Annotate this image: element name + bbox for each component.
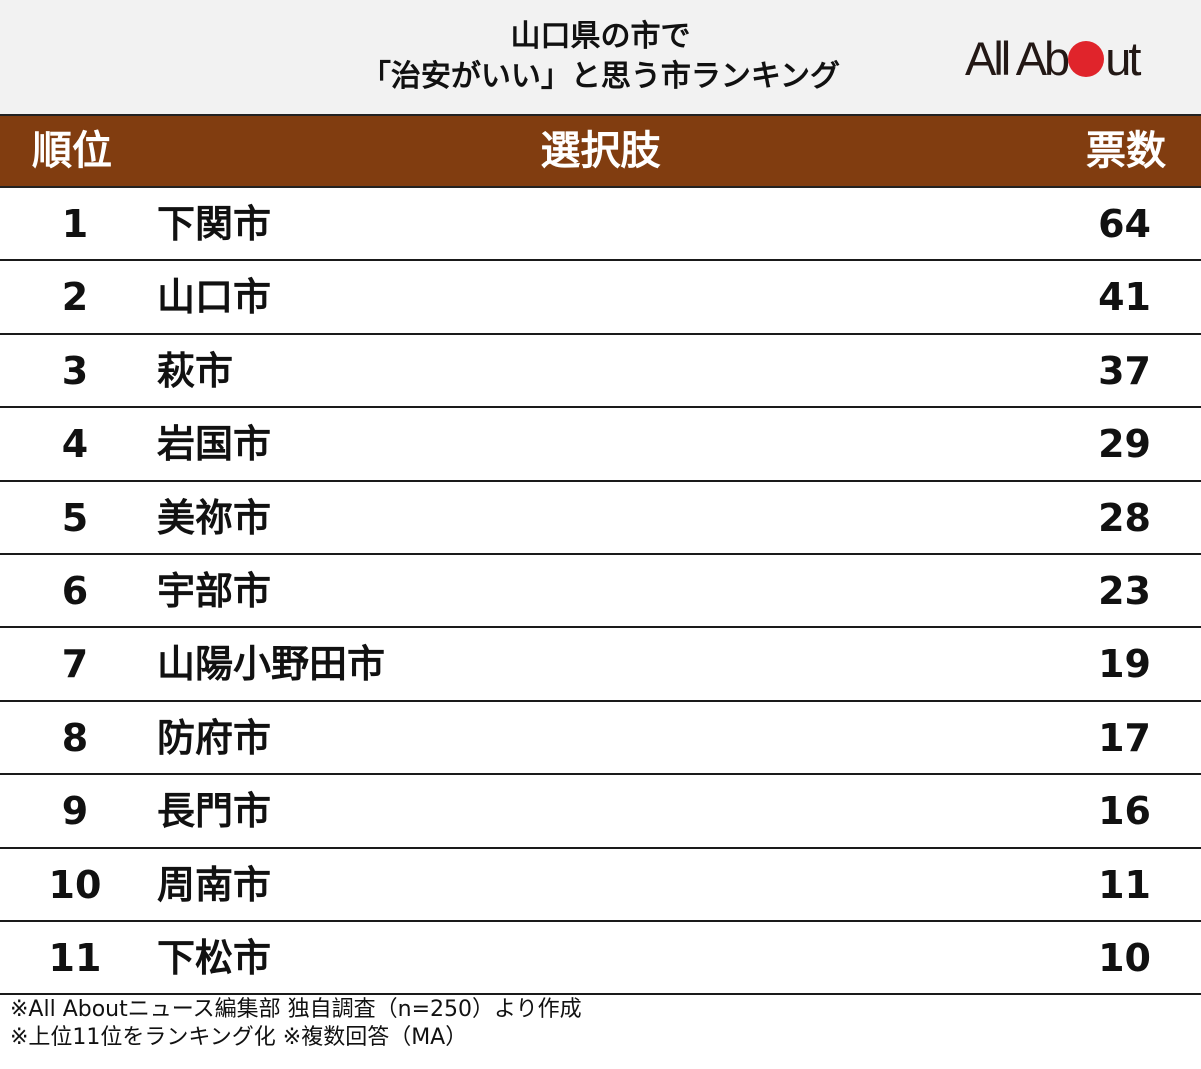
table-row: 8 防府市 17 (0, 701, 1201, 776)
header-rank: 順位 (32, 128, 112, 174)
logo-red-dot-icon (1068, 41, 1105, 77)
rank-cell: 7 (61, 642, 89, 687)
name-cell: 美祢市 (157, 495, 272, 540)
logo-text-end: ut (1105, 32, 1141, 85)
rank-cell: 9 (61, 789, 89, 834)
footnote-method: ※上位11位をランキング化 ※複数回答（MA） (10, 1025, 468, 1050)
table-row: 9 長門市 16 (0, 775, 1201, 849)
header-votes: 票数 (1086, 128, 1166, 174)
chart-title-line1: 山口県の市で (510, 19, 691, 54)
name-cell: 周南市 (157, 862, 272, 907)
name-cell: 山口市 (157, 275, 272, 320)
table-row: 3 萩市 37 (0, 334, 1201, 409)
votes-cell: 29 (1098, 422, 1151, 467)
votes-cell: 19 (1098, 642, 1151, 687)
rank-cell: 1 (61, 202, 89, 246)
table-body: 1 下関市 64 2 山口市 41 3 萩市 37 4 岩国市 29 5 美祢市… (0, 188, 1201, 996)
votes-cell: 16 (1098, 789, 1151, 834)
votes-cell: 11 (1098, 862, 1151, 907)
footnote-source: ※All Aboutニュース編集部 独自調査（n=250）より作成 (10, 997, 582, 1022)
name-cell: 山陽小野田市 (157, 642, 386, 687)
rank-cell: 2 (61, 275, 89, 320)
footnotes: ※All Aboutニュース編集部 独自調査（n=250）より作成 ※上位11位… (10, 996, 582, 1052)
table-row: 4 岩国市 29 (0, 408, 1201, 482)
logo-text-start: All Ab (965, 32, 1070, 85)
name-cell: 下松市 (157, 935, 272, 980)
name-cell: 長門市 (157, 789, 272, 834)
table-row: 2 山口市 41 (0, 261, 1201, 335)
chart-title-line2: 「治安がいい」と思う市ランキング (360, 59, 841, 94)
votes-cell: 17 (1098, 715, 1151, 760)
title-area: 山口県の市で 「治安がいい」と思う市ランキング All Ab ut (0, 0, 1201, 114)
table-header: 選択肢 順位 票数 (0, 114, 1201, 188)
rank-cell: 10 (48, 862, 102, 907)
rank-cell: 4 (61, 422, 89, 467)
rank-cell: 6 (61, 568, 89, 613)
votes-cell: 37 (1098, 348, 1151, 393)
rank-cell: 3 (61, 348, 89, 393)
name-cell: 萩市 (157, 348, 234, 393)
name-cell: 宇部市 (157, 568, 272, 613)
table-row: 5 美祢市 28 (0, 481, 1201, 555)
votes-cell: 10 (1098, 935, 1151, 980)
header-choice: 選択肢 (540, 128, 661, 174)
votes-cell: 23 (1098, 568, 1151, 613)
rank-cell: 8 (61, 715, 89, 760)
name-cell: 下関市 (157, 202, 272, 246)
table-row: 1 下関市 64 (0, 188, 1201, 262)
name-cell: 防府市 (157, 715, 272, 760)
name-cell: 岩国市 (157, 422, 272, 467)
table-row: 11 下松市 10 (0, 921, 1201, 996)
table-row: 6 宇部市 23 (0, 554, 1201, 629)
rank-cell: 5 (61, 495, 89, 540)
votes-cell: 41 (1098, 275, 1151, 320)
votes-cell: 64 (1098, 202, 1151, 246)
table-row: 10 周南市 11 (0, 848, 1201, 922)
table-row: 7 山陽小野田市 19 (0, 628, 1201, 702)
allabout-logo: All Ab ut (965, 34, 1185, 84)
rank-cell: 11 (48, 935, 102, 980)
votes-cell: 28 (1098, 495, 1151, 540)
